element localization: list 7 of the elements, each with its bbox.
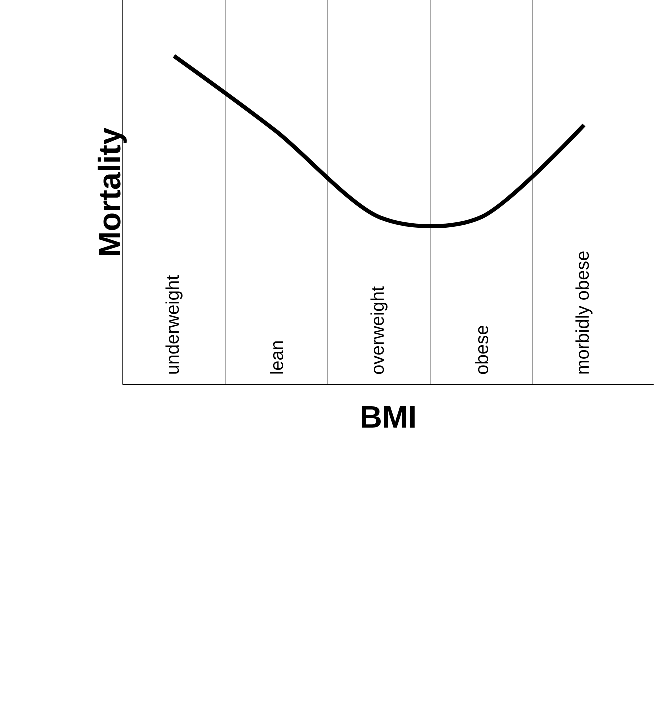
x-tick-label: obese xyxy=(474,326,488,374)
x-axis-title: BMI xyxy=(362,406,415,428)
y-axis-title: Mortality xyxy=(98,128,127,256)
x-tick-label: morbidly obese xyxy=(576,252,593,374)
x-tick-label: lean xyxy=(270,342,284,374)
x-tick-label: overweight xyxy=(370,286,388,374)
x-tick-label: underweight xyxy=(166,275,183,374)
